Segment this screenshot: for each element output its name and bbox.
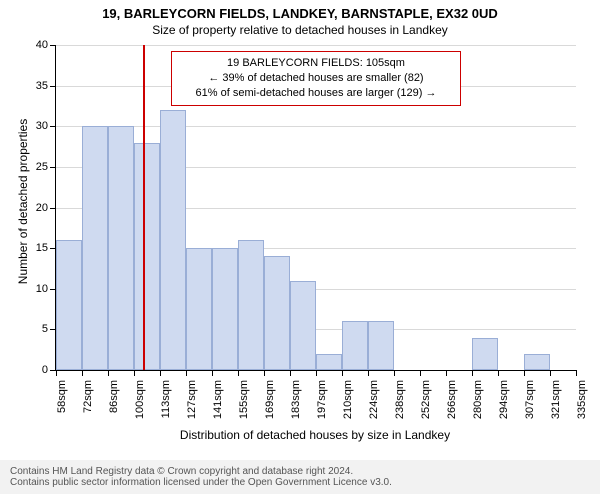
histogram-bar bbox=[56, 240, 82, 370]
x-tick bbox=[82, 370, 83, 376]
annotation-line-1: 19 BARLEYCORN FIELDS: 105sqm bbox=[180, 56, 452, 71]
histogram-bar bbox=[82, 126, 108, 370]
histogram-bar bbox=[472, 338, 498, 371]
y-tick bbox=[50, 86, 56, 87]
histogram-bar bbox=[238, 240, 264, 370]
chart-container: 19, BARLEYCORN FIELDS, LANDKEY, BARNSTAP… bbox=[0, 0, 600, 500]
x-tick-label: 224sqm bbox=[368, 380, 380, 430]
y-tick bbox=[50, 208, 56, 209]
histogram-bar bbox=[342, 321, 368, 370]
x-tick-label: 210sqm bbox=[342, 380, 354, 430]
gridline bbox=[56, 45, 576, 46]
y-tick bbox=[50, 126, 56, 127]
title-line-2: Size of property relative to detached ho… bbox=[0, 21, 600, 37]
histogram-bar bbox=[264, 256, 290, 370]
y-tick-label: 35 bbox=[22, 80, 48, 92]
histogram-bar bbox=[108, 126, 134, 370]
x-tick-label: 197sqm bbox=[316, 380, 328, 430]
property-marker-line bbox=[143, 45, 145, 370]
x-tick-label: 280sqm bbox=[472, 380, 484, 430]
x-tick bbox=[498, 370, 499, 376]
plot-area: 051015202530354058sqm72sqm86sqm100sqm113… bbox=[55, 45, 576, 371]
footer-line-2: Contains public sector information licen… bbox=[10, 477, 590, 488]
x-tick-label: 155sqm bbox=[238, 380, 250, 430]
x-tick bbox=[446, 370, 447, 376]
x-tick bbox=[212, 370, 213, 376]
x-tick bbox=[368, 370, 369, 376]
gridline bbox=[56, 126, 576, 127]
x-tick-label: 252sqm bbox=[420, 380, 432, 430]
footer-line-1: Contains HM Land Registry data © Crown c… bbox=[10, 466, 590, 477]
x-tick-label: 321sqm bbox=[550, 380, 562, 430]
x-tick-label: 266sqm bbox=[446, 380, 458, 430]
y-tick-label: 5 bbox=[22, 323, 48, 335]
x-tick bbox=[420, 370, 421, 376]
y-tick bbox=[50, 167, 56, 168]
x-tick-label: 183sqm bbox=[290, 380, 302, 430]
x-tick bbox=[342, 370, 343, 376]
histogram-bar bbox=[212, 248, 238, 370]
y-tick-label: 0 bbox=[22, 364, 48, 376]
x-tick bbox=[160, 370, 161, 376]
annotation-box: 19 BARLEYCORN FIELDS: 105sqm ← 39% of de… bbox=[171, 51, 461, 106]
histogram-bar bbox=[316, 354, 342, 370]
histogram-bar bbox=[134, 143, 160, 371]
histogram-bar bbox=[368, 321, 394, 370]
x-tick bbox=[56, 370, 57, 376]
x-tick-label: 169sqm bbox=[264, 380, 276, 430]
x-tick-label: 113sqm bbox=[160, 380, 172, 430]
annotation-line-3: 61% of semi-detached houses are larger (… bbox=[180, 86, 452, 101]
x-tick-label: 307sqm bbox=[524, 380, 536, 430]
x-tick bbox=[472, 370, 473, 376]
x-tick-label: 72sqm bbox=[82, 380, 94, 430]
x-tick-label: 100sqm bbox=[134, 380, 146, 430]
histogram-bar bbox=[290, 281, 316, 370]
x-axis-label: Distribution of detached houses by size … bbox=[55, 428, 575, 442]
x-tick bbox=[550, 370, 551, 376]
x-tick-label: 127sqm bbox=[186, 380, 198, 430]
x-tick-label: 238sqm bbox=[394, 380, 406, 430]
annotation-line-2: ← 39% of detached houses are smaller (82… bbox=[180, 71, 452, 86]
x-tick-label: 86sqm bbox=[108, 380, 120, 430]
x-tick bbox=[316, 370, 317, 376]
x-tick bbox=[186, 370, 187, 376]
y-tick bbox=[50, 45, 56, 46]
x-tick-label: 335sqm bbox=[576, 380, 588, 430]
x-tick-label: 294sqm bbox=[498, 380, 510, 430]
x-tick bbox=[524, 370, 525, 376]
histogram-bar bbox=[524, 354, 550, 370]
histogram-bar bbox=[160, 110, 186, 370]
x-tick-label: 58sqm bbox=[56, 380, 68, 430]
x-tick bbox=[264, 370, 265, 376]
x-tick bbox=[394, 370, 395, 376]
histogram-bar bbox=[186, 248, 212, 370]
x-tick bbox=[134, 370, 135, 376]
x-tick bbox=[108, 370, 109, 376]
title-line-1: 19, BARLEYCORN FIELDS, LANDKEY, BARNSTAP… bbox=[0, 0, 600, 21]
x-tick bbox=[576, 370, 577, 376]
y-tick-label: 40 bbox=[22, 39, 48, 51]
x-tick-label: 141sqm bbox=[212, 380, 224, 430]
x-tick bbox=[290, 370, 291, 376]
y-axis-label: Number of detached properties bbox=[16, 104, 30, 299]
attribution-footer: Contains HM Land Registry data © Crown c… bbox=[0, 460, 600, 494]
x-tick bbox=[238, 370, 239, 376]
